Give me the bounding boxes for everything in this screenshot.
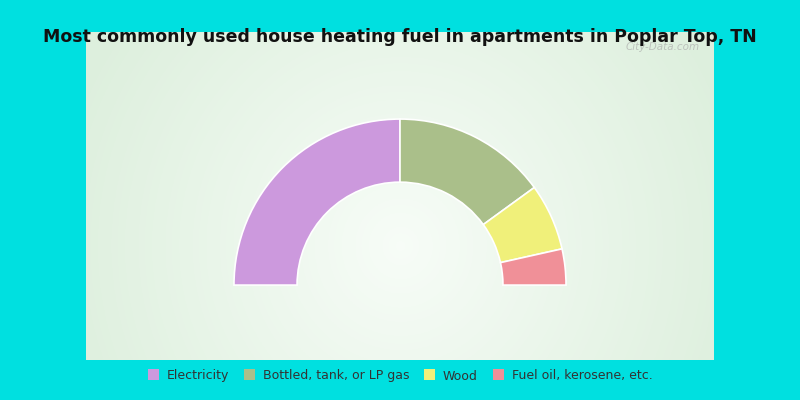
Text: City-Data.com: City-Data.com xyxy=(626,42,700,52)
Wedge shape xyxy=(234,119,400,285)
Wedge shape xyxy=(400,119,534,224)
Wedge shape xyxy=(501,249,566,285)
Text: Most commonly used house heating fuel in apartments in Poplar Top, TN: Most commonly used house heating fuel in… xyxy=(43,28,757,46)
Wedge shape xyxy=(483,188,562,263)
Legend: Electricity, Bottled, tank, or LP gas, Wood, Fuel oil, kerosene, etc.: Electricity, Bottled, tank, or LP gas, W… xyxy=(148,370,652,382)
